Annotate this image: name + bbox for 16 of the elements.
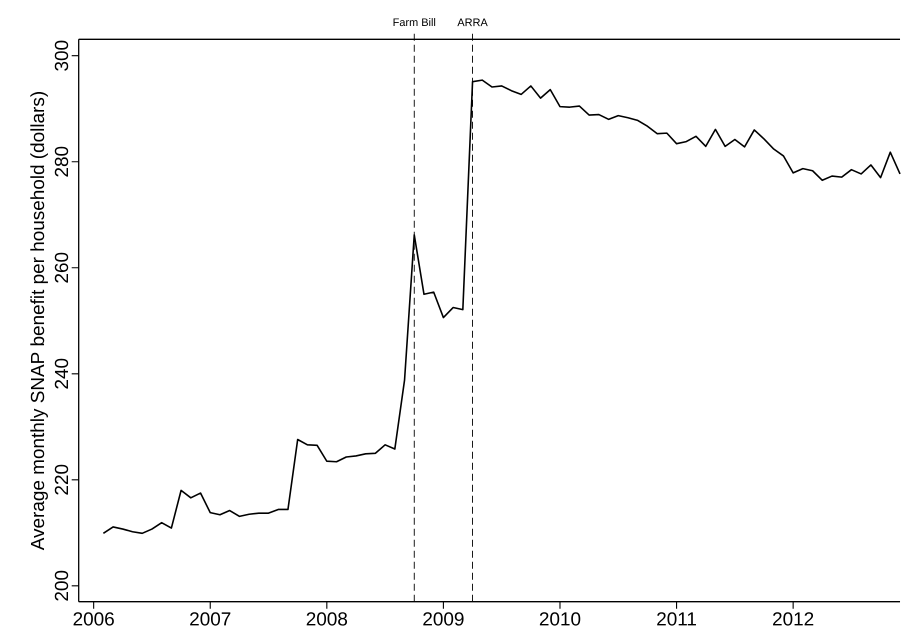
ref-line-label: ARRA <box>457 18 488 26</box>
x-tick-label: 2007 <box>190 612 230 626</box>
y-tick-label: 260 <box>54 252 68 283</box>
y-tick-label: 200 <box>54 570 68 601</box>
x-tick-label: 2006 <box>74 612 114 626</box>
y-axis-title: Average monthly SNAP benefit per household (dollars) <box>30 92 48 550</box>
y-tick-label: 220 <box>54 464 68 495</box>
x-tick-label: 2009 <box>423 612 464 626</box>
x-tick-label: 2008 <box>306 612 348 626</box>
x-tick-label: 2012 <box>773 612 814 626</box>
y-tick-label: 280 <box>54 146 68 177</box>
x-tick-label: 2010 <box>540 612 580 626</box>
x-tick-label: 2011 <box>657 612 696 626</box>
y-tick-label: 240 <box>54 358 68 389</box>
ref-line-label: Farm Bill <box>394 18 436 26</box>
y-tick-label: 300 <box>54 40 68 71</box>
